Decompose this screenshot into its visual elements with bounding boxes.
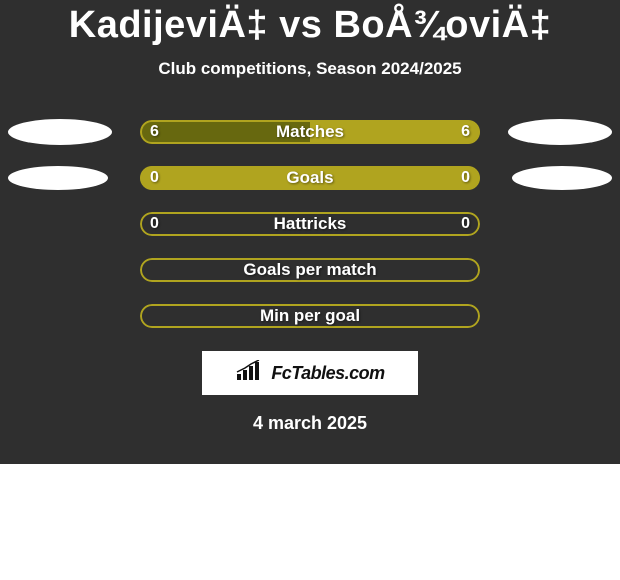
player-right-marker: [508, 119, 612, 145]
stat-row-min-per-goal: Min per goal: [0, 293, 620, 339]
stat-bar-border: [140, 258, 480, 282]
source-logo[interactable]: FcTables.com: [202, 351, 418, 395]
stat-bar: [140, 258, 480, 282]
comparison-panel: KadijeviÄ‡ vs BoÅ¾oviÄ‡ Club competition…: [0, 0, 620, 464]
stat-bar-border: [140, 304, 480, 328]
stat-bar: [140, 166, 480, 190]
player-right-marker: [512, 166, 612, 190]
stat-bar-border: [140, 212, 480, 236]
stat-bar: [140, 120, 480, 144]
source-logo-text: FcTables.com: [271, 363, 384, 384]
stat-bar-left: [140, 166, 310, 190]
stat-bar-left: [140, 120, 310, 144]
stat-row-matches: 6 Matches 6: [0, 109, 620, 155]
player-left-marker: [8, 166, 108, 190]
stat-row-hattricks: 0 Hattricks 0: [0, 201, 620, 247]
stat-bar-right: [310, 166, 480, 190]
chart-icon: [235, 360, 265, 387]
player-left-marker: [8, 119, 112, 145]
stat-bar-right: [310, 120, 480, 144]
stats-container: 6 Matches 6 0 Goals 0 0: [0, 109, 620, 339]
stat-row-goals: 0 Goals 0: [0, 155, 620, 201]
page-subtitle: Club competitions, Season 2024/2025: [0, 59, 620, 79]
stat-row-goals-per-match: Goals per match: [0, 247, 620, 293]
stat-bar: [140, 304, 480, 328]
page-title: KadijeviÄ‡ vs BoÅ¾oviÄ‡: [0, 4, 620, 47]
stat-bar: [140, 212, 480, 236]
comparison-date: 4 march 2025: [0, 413, 620, 434]
